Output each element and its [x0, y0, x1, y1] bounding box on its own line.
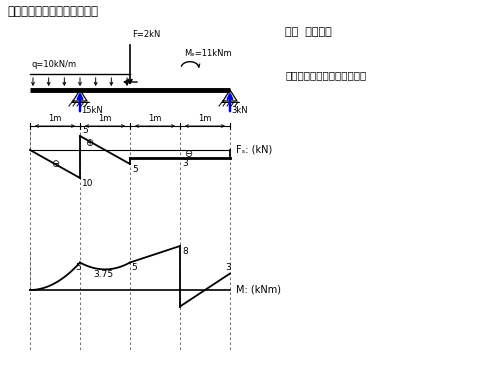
- Text: 5: 5: [75, 264, 81, 273]
- Text: q=10kN/m: q=10kN/m: [32, 60, 77, 69]
- Text: 10: 10: [82, 179, 94, 188]
- Text: 5: 5: [82, 126, 88, 135]
- Text: 解：  求支反力: 解： 求支反力: [285, 27, 332, 37]
- Text: ⊕: ⊕: [85, 138, 93, 148]
- Text: Mₑ=11kNm: Mₑ=11kNm: [184, 49, 232, 58]
- Text: 用控制点法作剪力图和弯矩图: 用控制点法作剪力图和弯矩图: [285, 70, 366, 80]
- Text: 3.75: 3.75: [93, 270, 113, 279]
- Text: Fₛ: (kN): Fₛ: (kN): [236, 145, 272, 155]
- Text: M: (kNm): M: (kNm): [236, 285, 281, 295]
- Text: 1m: 1m: [148, 114, 162, 123]
- Text: 1m: 1m: [48, 114, 62, 123]
- Text: 15kN: 15kN: [81, 106, 103, 115]
- Text: 3kN: 3kN: [231, 106, 248, 115]
- Text: ⊖: ⊖: [184, 149, 192, 159]
- Text: 3: 3: [225, 262, 231, 272]
- Text: 5: 5: [131, 264, 137, 273]
- Text: F=2kN: F=2kN: [132, 30, 160, 39]
- Text: 1m: 1m: [98, 114, 112, 123]
- Text: 1m: 1m: [198, 114, 211, 123]
- Text: 8: 8: [182, 247, 188, 256]
- Text: 3: 3: [182, 159, 188, 168]
- Text: ⊖: ⊖: [51, 159, 59, 169]
- Text: 5: 5: [132, 165, 138, 174]
- Text: 一、作梁的剪力图和弯矩图。: 一、作梁的剪力图和弯矩图。: [7, 5, 98, 18]
